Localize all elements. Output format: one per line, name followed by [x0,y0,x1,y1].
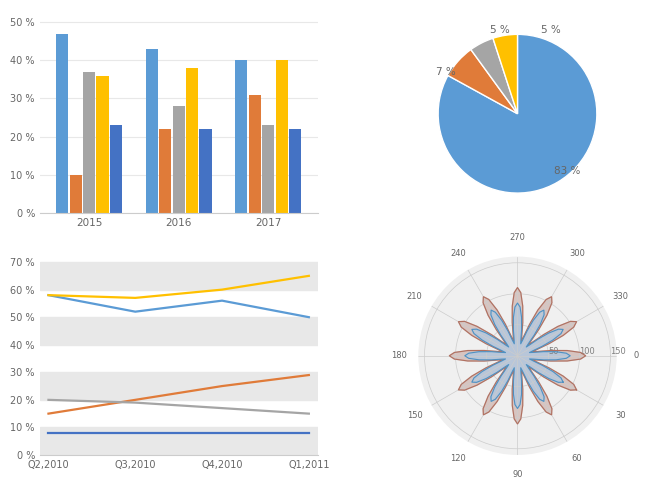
Bar [96,76,109,213]
Polygon shape [450,287,585,424]
Polygon shape [465,303,570,408]
Bar [146,49,158,213]
Wedge shape [438,34,597,193]
Bar [40,372,318,400]
Bar [40,317,318,345]
Bar [172,106,185,213]
Bar [70,175,82,213]
Bar [289,129,301,213]
Wedge shape [448,49,518,114]
Bar [56,33,68,213]
Bar [249,95,261,213]
Text: 5 %: 5 % [490,25,510,35]
Bar [186,68,198,213]
Wedge shape [493,34,518,114]
Bar [40,427,318,455]
Wedge shape [471,38,518,114]
Bar [276,60,288,213]
Text: 5 %: 5 % [541,25,561,35]
Bar [40,262,318,289]
Bar [110,125,122,213]
Bar [235,60,247,213]
Bar [83,72,95,213]
Bar [159,129,171,213]
Text: 7 %: 7 % [436,67,456,77]
Bar [200,129,211,213]
Bar [262,125,274,213]
Text: 83 %: 83 % [554,166,580,176]
